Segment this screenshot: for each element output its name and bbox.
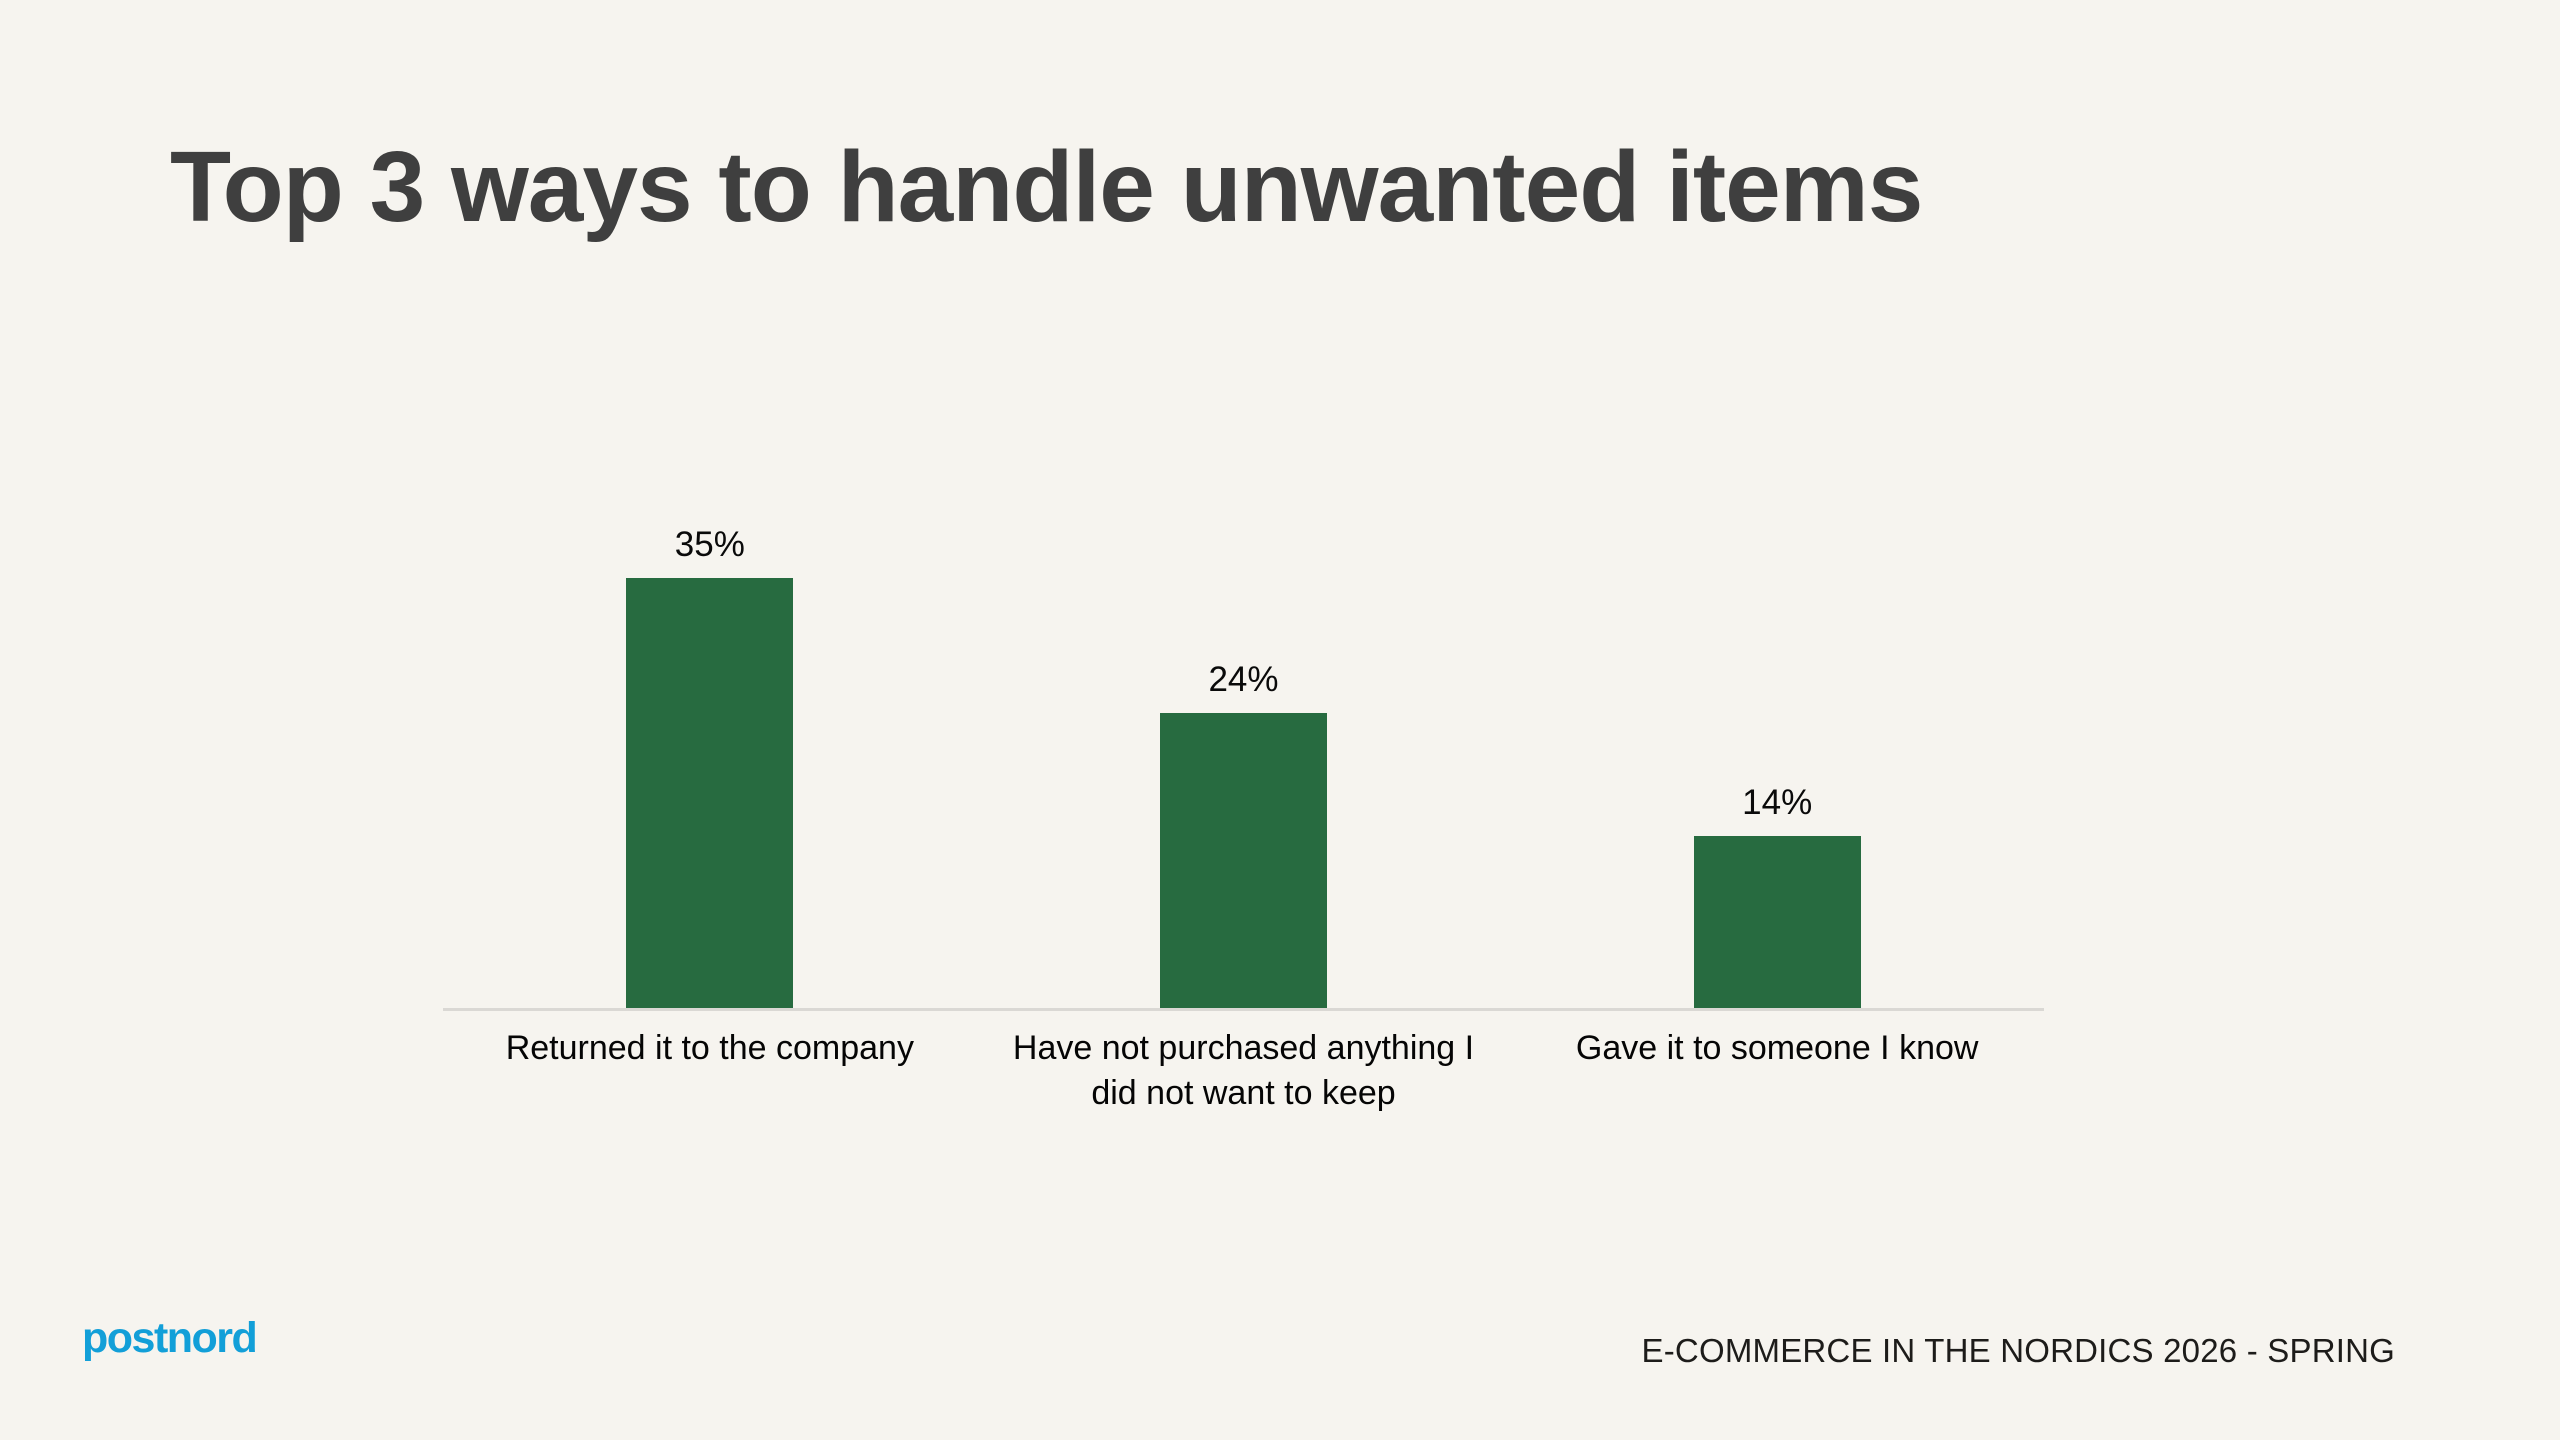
bar-column: 14% (1510, 500, 2044, 1008)
bar (1693, 835, 1861, 1008)
category-label: Gave it to someone I know (1575, 1029, 1979, 1067)
category-row: Returned it to the company Have not purch… (443, 1026, 2044, 1116)
source-caption: E-COMMERCE IN THE NORDICS 2026 - SPRING (1641, 1332, 2395, 1369)
page-title: Top 3 ways to handle unwanted items (170, 131, 1923, 243)
category-label: Returned it to the company (505, 1029, 914, 1067)
postnord-logo: postnord (82, 1314, 258, 1362)
bar-value-label: 35% (674, 524, 745, 564)
category-label: Have not purchased anything I did not wa… (1012, 1029, 1475, 1112)
bar (626, 577, 794, 1008)
bar-chart-plot-area: 35% 24% 14% (443, 500, 2044, 1011)
bar-value-label: 24% (1208, 659, 1279, 699)
bar-column: 35% (443, 500, 977, 1008)
bar-column: 24% (977, 500, 1511, 1008)
bar-value-label: 14% (1742, 782, 1813, 822)
bar (1160, 712, 1327, 1008)
